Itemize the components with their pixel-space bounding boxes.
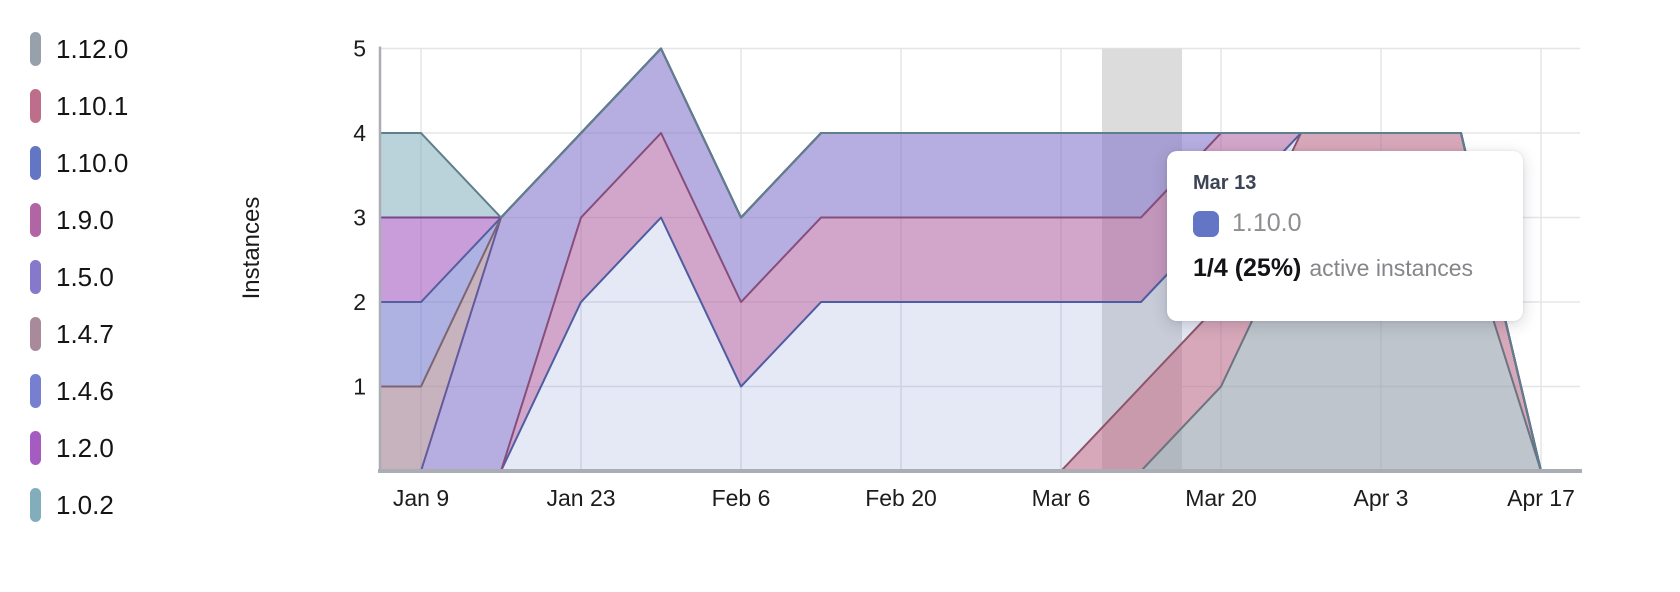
legend-swatch-icon xyxy=(30,89,41,123)
legend-swatch-icon xyxy=(30,431,41,465)
x-tick-label: Mar 20 xyxy=(1185,485,1257,511)
legend-item-1.0.2[interactable]: 1.0.2 xyxy=(30,488,128,522)
x-tick-label: Apr 17 xyxy=(1507,485,1575,511)
legend-swatch-icon xyxy=(30,374,41,408)
y-tick-label: 2 xyxy=(353,289,366,315)
area-1.12.0[interactable] xyxy=(380,217,1541,472)
tooltip-value: 1/4 (25%) xyxy=(1193,254,1302,282)
tooltip-series-label: 1.10.0 xyxy=(1232,209,1302,237)
legend-item-label: 1.4.6 xyxy=(56,376,114,406)
area-outline-1.0.2 xyxy=(380,47,1542,472)
legend-swatch-icon xyxy=(30,146,41,180)
legend-item-1.10.1[interactable]: 1.10.1 xyxy=(30,89,128,123)
legend-item-label: 1.10.0 xyxy=(56,148,129,178)
tooltip-value-row: 1/4 (25%) active instances xyxy=(1193,254,1497,283)
legend-item-1.4.6[interactable]: 1.4.6 xyxy=(30,374,128,408)
y-tick-label: 4 xyxy=(353,120,366,146)
x-tick-label: Apr 3 xyxy=(1354,485,1409,511)
y-tick-label: 5 xyxy=(353,36,366,62)
legend-item-1.10.0[interactable]: 1.10.0 xyxy=(30,146,128,180)
tooltip-series-swatch-icon xyxy=(1193,210,1219,237)
legend-item-1.5.0[interactable]: 1.5.0 xyxy=(30,260,128,294)
tooltip-date: Mar 13 xyxy=(1193,172,1257,194)
x-tick-label: Feb 20 xyxy=(865,485,937,511)
x-tick-label: Feb 6 xyxy=(712,485,771,511)
tooltip-series-row: 1.10.0 xyxy=(1193,209,1497,238)
legend-item-1.12.0[interactable]: 1.12.0 xyxy=(30,32,128,66)
legend-item-1.9.0[interactable]: 1.9.0 xyxy=(30,203,128,237)
tooltip: Mar 13 1.10.0 1/4 (25%) active instances xyxy=(1167,151,1523,321)
legend-swatch-icon xyxy=(30,260,41,294)
legend-swatch-icon xyxy=(30,32,41,66)
legend-item-label: 1.12.0 xyxy=(56,34,129,64)
legend-item-1.2.0[interactable]: 1.2.0 xyxy=(30,431,128,465)
y-tick-label: 3 xyxy=(353,205,366,231)
x-tick-label: Jan 23 xyxy=(546,485,615,511)
legend-item-label: 1.4.7 xyxy=(56,319,114,349)
legend-item-label: 1.0.2 xyxy=(56,490,114,520)
x-tick-label: Jan 9 xyxy=(393,485,449,511)
tooltip-caption: active instances xyxy=(1309,255,1474,281)
legend-item-label: 1.5.0 xyxy=(56,262,114,292)
legend-item-label: 1.2.0 xyxy=(56,433,114,463)
legend-item-label: 1.9.0 xyxy=(56,205,114,235)
legend: 1.12.0 1.10.1 1.10.0 1.9.0 1.5.0 1.4.7 1.4.6 1.… xyxy=(30,32,128,522)
legend-swatch-icon xyxy=(30,203,41,237)
legend-swatch-icon xyxy=(30,488,41,522)
legend-item-label: 1.10.1 xyxy=(56,91,129,121)
x-tick-label: Mar 6 xyxy=(1032,485,1091,511)
legend-swatch-icon xyxy=(30,317,41,351)
y-tick-label: 1 xyxy=(353,374,366,400)
legend-item-1.4.7[interactable]: 1.4.7 xyxy=(30,317,128,351)
